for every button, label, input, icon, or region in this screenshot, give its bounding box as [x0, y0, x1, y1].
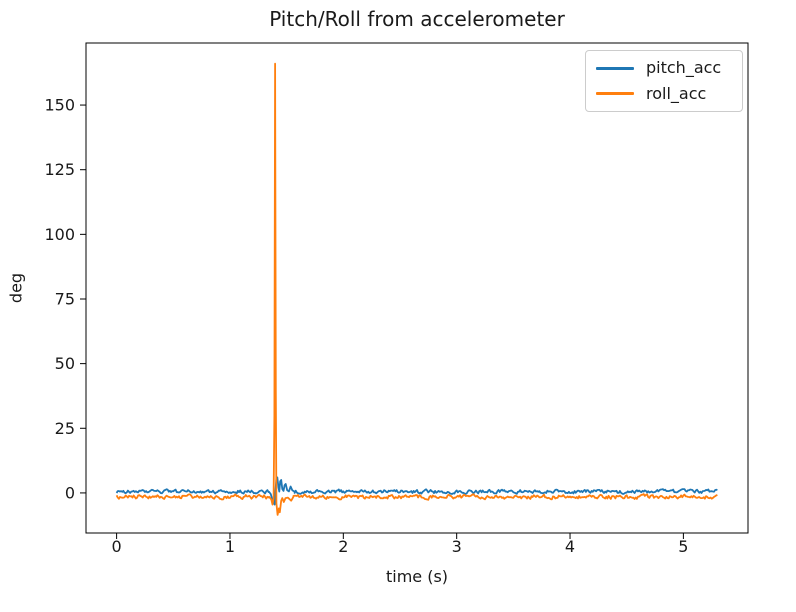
legend-line-sample-pitch: [596, 66, 634, 70]
plot-border: [85, 42, 749, 534]
x-tick-label: 3: [452, 537, 462, 556]
y-tick-label: 0: [65, 483, 75, 502]
x-axis-label: time (s): [385, 567, 449, 586]
axes: [80, 104, 684, 539]
y-tick-label: 75: [55, 289, 75, 308]
chart-title: Pitch/Roll from accelerometer: [269, 7, 565, 31]
x-tick-label: 2: [338, 537, 348, 556]
legend-label-roll: roll_acc: [646, 83, 707, 103]
y-tick-label: 100: [44, 225, 75, 244]
legend-line-sample-roll: [596, 92, 634, 96]
x-tick-label: 0: [112, 537, 122, 556]
legend-item-pitch: pitch_acc: [596, 60, 742, 76]
x-tick-label: 4: [565, 537, 575, 556]
x-tick-label: 1: [225, 537, 235, 556]
x-tick-label: 5: [678, 537, 688, 556]
y-tick-label: 50: [55, 354, 75, 373]
legend-item-roll: roll_acc: [596, 83, 742, 103]
y-tick-label: 25: [55, 419, 75, 438]
series-line-roll_acc: [115, 62, 718, 516]
y-tick-label: 125: [44, 160, 75, 179]
legend-label-pitch: pitch_acc: [646, 58, 722, 78]
series-line-pitch_acc: [115, 476, 718, 506]
legend: pitch_acc roll_acc: [585, 50, 743, 112]
y-tick-label: 150: [44, 96, 75, 115]
